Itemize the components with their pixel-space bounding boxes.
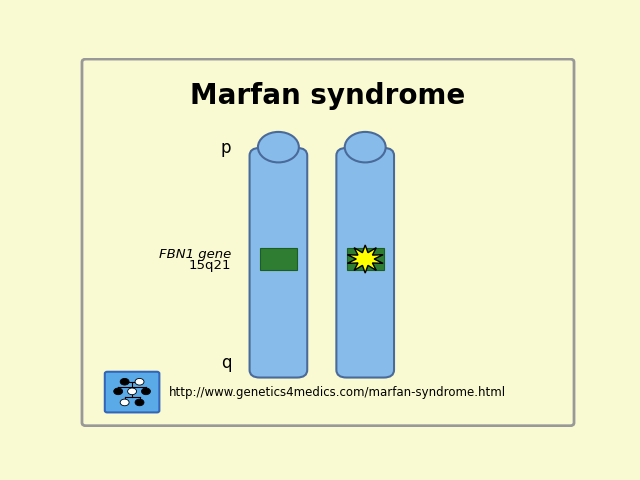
Text: FBN1 gene: FBN1 gene <box>159 248 231 261</box>
Circle shape <box>127 388 136 395</box>
Circle shape <box>258 132 299 162</box>
Circle shape <box>120 378 129 385</box>
Circle shape <box>135 399 144 406</box>
Bar <box>347 248 384 271</box>
FancyBboxPatch shape <box>105 372 159 412</box>
Circle shape <box>135 378 144 385</box>
Text: Marfan syndrome: Marfan syndrome <box>190 83 466 110</box>
Text: p: p <box>221 139 231 157</box>
FancyBboxPatch shape <box>250 148 307 378</box>
Circle shape <box>141 388 150 395</box>
Bar <box>260 248 297 271</box>
Circle shape <box>114 388 123 395</box>
Circle shape <box>120 399 129 406</box>
FancyBboxPatch shape <box>82 59 574 426</box>
Polygon shape <box>348 245 383 273</box>
FancyBboxPatch shape <box>337 148 394 378</box>
Text: q: q <box>221 353 231 372</box>
Circle shape <box>345 132 386 162</box>
Text: http://www.genetics4medics.com/marfan-syndrome.html: http://www.genetics4medics.com/marfan-sy… <box>169 385 506 398</box>
Text: 15q21: 15q21 <box>189 259 231 272</box>
